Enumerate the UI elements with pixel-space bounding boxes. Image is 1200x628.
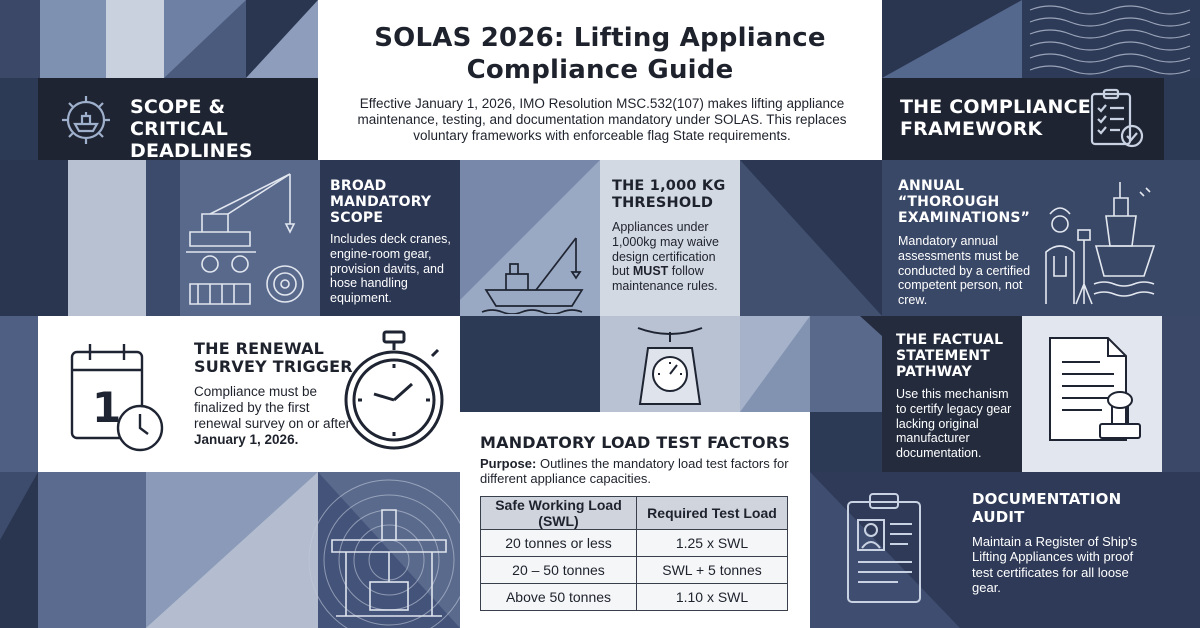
load-test-table: Safe Working Load (SWL) Required Test Lo…	[480, 496, 788, 611]
bg-tile	[106, 0, 164, 78]
purpose-label: Purpose:	[480, 456, 537, 471]
table-row: Above 50 tonnes 1.10 x SWL	[480, 583, 788, 611]
load-test-title: MANDATORY LOAD TEST FACTORS	[480, 433, 791, 452]
table-row: 20 – 50 tonnes SWL + 5 tonnes	[480, 556, 788, 584]
page-title-line-1: SOLAS 2026: Lifting Appliance	[374, 23, 826, 53]
bg-tile	[1022, 0, 1200, 78]
bg-tile	[810, 316, 882, 412]
tug-crane-icon	[481, 237, 584, 314]
annual-title-line: ANNUAL “THOROUGH	[898, 178, 1000, 210]
threshold-title-line: THRESHOLD	[612, 195, 714, 211]
broad-scope-title: BROAD MANDATORY SCOPE	[330, 178, 456, 226]
scope-title-line-2: DEADLINES	[130, 140, 253, 162]
renewal-title-line: SURVEY TRIGGER	[194, 357, 353, 376]
test-rig-icon	[331, 509, 447, 617]
framework-title: THE COMPLIANCE FRAMEWORK	[900, 96, 1091, 140]
bg-tile	[0, 160, 68, 316]
bg-tile	[0, 0, 40, 78]
table-cell: 1.25 x SWL	[636, 529, 788, 557]
page-title: SOLAS 2026: Lifting Appliance Compliance…	[318, 22, 882, 86]
annual-card: ANNUAL “THOROUGH EXAMINATIONS” Mandatory…	[898, 178, 1036, 308]
bg-tile	[68, 160, 146, 316]
documentation-title: DOCUMENTATION AUDIT	[972, 490, 1152, 526]
documentation-title-line: DOCUMENTATION	[972, 490, 1122, 508]
factual-title-line: THE FACTUAL	[896, 332, 1004, 348]
threshold-title-line: THE 1,000 KG	[612, 178, 726, 194]
deck-crane-icon	[186, 173, 304, 305]
table-cell: SWL + 5 tonnes	[636, 556, 788, 584]
annual-title-line: EXAMINATIONS”	[898, 210, 1031, 226]
bg-tile	[38, 472, 146, 628]
renewal-text: Compliance must be finalized by the firs…	[194, 384, 354, 448]
broad-scope-title-line: BROAD	[330, 178, 387, 194]
threshold-text-part: Appliances under 1,000kg may waive desig…	[612, 220, 720, 279]
load-test-card: MANDATORY LOAD TEST FACTORS Purpose: Out…	[460, 412, 810, 628]
threshold-text: Appliances under 1,000kg may waive desig…	[612, 220, 734, 294]
id-clipboard-icon	[847, 493, 921, 603]
annual-panel	[882, 160, 1200, 316]
documentation-title-line: AUDIT	[972, 508, 1025, 526]
renewal-text-emphasis: January 1, 2026.	[194, 431, 299, 447]
broad-scope-title-line: MANDATORY	[330, 194, 432, 210]
renewal-card: 1 THE RENEWAL SURVEY TRIGGER Compliance …	[38, 316, 460, 472]
broad-scope-panel	[320, 160, 460, 316]
table-row: 20 tonnes or less 1.25 x SWL	[480, 529, 788, 557]
renewal-text-part: Compliance must be finalized by the firs…	[194, 384, 351, 431]
inspector-ship-icon	[1045, 182, 1156, 305]
renewal-title: THE RENEWAL SURVEY TRIGGER	[194, 340, 354, 376]
column-header: Required Test Load	[636, 496, 788, 530]
factual-title: THE FACTUAL STATEMENT PATHWAY	[896, 332, 1020, 380]
load-test-purpose: Purpose: Outlines the mandatory load tes…	[480, 456, 800, 487]
table-cell: 1.10 x SWL	[636, 583, 788, 611]
checklist-clipboard-icon	[1090, 88, 1144, 148]
documentation-text: Maintain a Register of Ship's Lifting Ap…	[972, 534, 1138, 595]
documentation-card: DOCUMENTATION AUDIT Maintain a Register …	[972, 490, 1152, 595]
factual-title-line: PATHWAY	[896, 364, 972, 380]
framework-banner: THE COMPLIANCE FRAMEWORK	[882, 78, 1164, 160]
bg-tile	[146, 160, 180, 316]
scope-title-line-1: SCOPE & CRITICAL	[130, 96, 229, 140]
renewal-text-block: THE RENEWAL SURVEY TRIGGER Compliance mu…	[194, 340, 354, 448]
calendar-clock-icon: 1	[70, 344, 164, 452]
table-cell: 20 – 50 tonnes	[480, 556, 637, 584]
renewal-title-line: THE RENEWAL	[194, 339, 325, 358]
table-cell: Above 50 tonnes	[480, 583, 637, 611]
framework-title-line-2: FRAMEWORK	[900, 118, 1043, 140]
threshold-text-part: follow maintenance rules.	[612, 264, 718, 293]
factual-title-line: STATEMENT	[896, 348, 990, 364]
bg-tile	[40, 0, 106, 78]
table-cell: 20 tonnes or less	[480, 529, 637, 557]
weighing-scale-icon	[637, 327, 703, 405]
calendar-number: 1	[92, 383, 121, 432]
threshold-card: THE 1,000 KG THRESHOLD Appliances under …	[612, 178, 734, 294]
intro-text: Effective January 1, 2026, IMO Resolutio…	[357, 96, 847, 143]
document-stamp-icon	[1049, 337, 1141, 441]
broad-scope-card: BROAD MANDATORY SCOPE Includes deck cran…	[330, 178, 456, 306]
annual-title: ANNUAL “THOROUGH EXAMINATIONS”	[898, 178, 1036, 226]
threshold-title: THE 1,000 KG THRESHOLD	[612, 178, 734, 212]
framework-title-line-1: THE COMPLIANCE	[900, 96, 1091, 118]
scope-banner: SCOPE & CRITICAL DEADLINES	[38, 78, 318, 162]
purpose-text: Outlines the mandatory load test factors…	[480, 456, 789, 487]
factual-panel	[882, 316, 1022, 472]
bg-tile	[0, 316, 38, 472]
ship-gear-icon	[62, 96, 110, 144]
table-header-row: Safe Working Load (SWL) Required Test Lo…	[480, 496, 788, 530]
threshold-panel	[600, 160, 740, 316]
annual-text: Mandatory annual assessments must be con…	[898, 234, 1031, 307]
stopwatch-icon	[344, 330, 444, 450]
scope-title: SCOPE & CRITICAL DEADLINES	[130, 96, 318, 162]
factual-card: THE FACTUAL STATEMENT PATHWAY Use this m…	[896, 332, 1020, 461]
header-panel: SOLAS 2026: Lifting Appliance Compliance…	[318, 0, 882, 160]
bg-tile	[1162, 316, 1200, 472]
page-title-line-2: Compliance Guide	[466, 55, 734, 85]
factual-text: Use this mechanism to certify legacy gea…	[896, 387, 1012, 460]
broad-scope-title-line: SCOPE	[330, 210, 384, 226]
broad-scope-text: Includes deck cranes, engine-room gear, …	[330, 232, 451, 305]
column-header: Safe Working Load (SWL)	[480, 496, 637, 530]
threshold-text-emphasis: MUST	[632, 264, 669, 279]
